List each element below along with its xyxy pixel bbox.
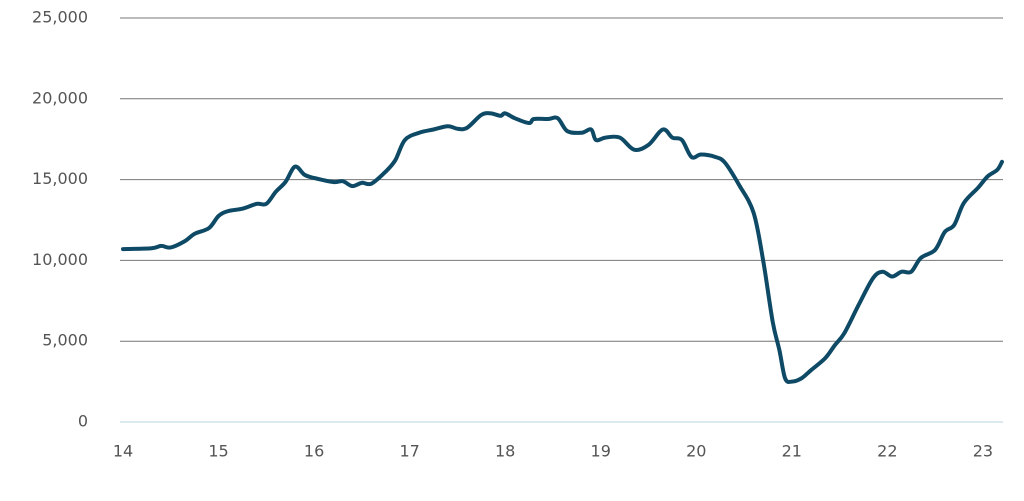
line bbox=[121, 111, 1004, 384]
x-tick-label: 22 bbox=[877, 442, 897, 461]
y-tick-label: 10,000 bbox=[32, 250, 88, 269]
x-tick-label: 18 bbox=[495, 442, 515, 461]
x-tick-label: 20 bbox=[686, 442, 706, 461]
x-tick-label: 17 bbox=[399, 442, 419, 461]
x-tick-label: 15 bbox=[208, 442, 228, 461]
x-tick-label: 21 bbox=[782, 442, 802, 461]
x-tick-label: 16 bbox=[304, 442, 324, 461]
y-tick-label: 20,000 bbox=[32, 88, 88, 107]
x-tick-label: 23 bbox=[973, 442, 993, 461]
y-tick-label: 25,000 bbox=[32, 8, 88, 27]
y-tick-label: 0 bbox=[78, 412, 88, 431]
y-tick-label: 15,000 bbox=[32, 169, 88, 188]
x-tick-label: 19 bbox=[591, 442, 611, 461]
y-tick-label: 5,000 bbox=[42, 331, 88, 350]
x-tick-label: 14 bbox=[113, 442, 133, 461]
